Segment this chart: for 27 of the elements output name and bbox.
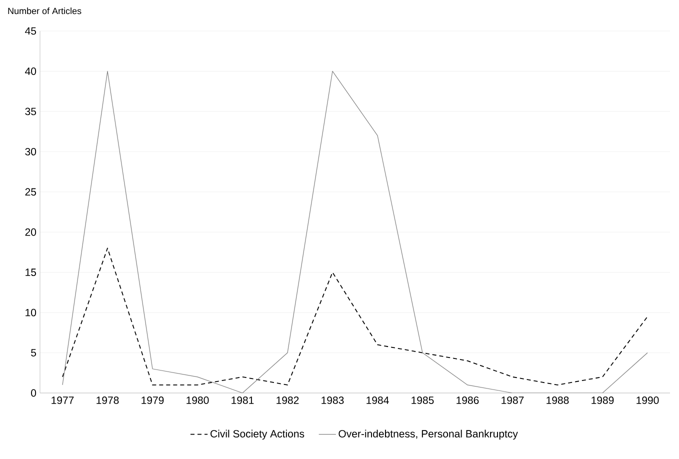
x-tick-label: 1980	[186, 396, 209, 404]
y-axis-title: Number of Articles	[8, 8, 82, 14]
y-tick-label: 15	[26, 268, 36, 276]
legend-label: Civil Society Actions	[210, 430, 304, 440]
x-tick-label: 1978	[96, 396, 119, 404]
x-tick-label: 1989	[592, 396, 614, 404]
x-tick-label: 1988	[546, 396, 569, 404]
y-tick-label: 30	[25, 148, 36, 156]
x-tick-label: 1986	[456, 396, 479, 404]
x-tick-label: 1981	[232, 396, 254, 404]
y-tick-label: 45	[25, 27, 36, 35]
x-tick-label: 1983	[322, 396, 344, 404]
y-tick-label: 20	[25, 228, 36, 236]
x-tick-label: 1987	[502, 396, 524, 404]
x-tick-label: 1990	[636, 396, 659, 404]
y-tick-label: 40	[25, 68, 36, 75]
y-tick-label: 25	[25, 188, 36, 196]
y-tick-label: 10	[26, 308, 36, 316]
x-tick-label: 1984	[366, 396, 389, 404]
x-tick-label: 1979	[142, 396, 164, 404]
x-tick-label: 1977	[52, 396, 74, 404]
legend-label: Over-indebtness, Personal Bankruptcy	[338, 430, 518, 440]
y-tick-label: 5	[31, 349, 36, 356]
x-tick-label: 1985	[412, 396, 434, 404]
x-tick-label: 1982	[276, 396, 299, 404]
y-tick-label: 35	[25, 108, 36, 116]
y-tick-label: 0	[31, 389, 36, 397]
